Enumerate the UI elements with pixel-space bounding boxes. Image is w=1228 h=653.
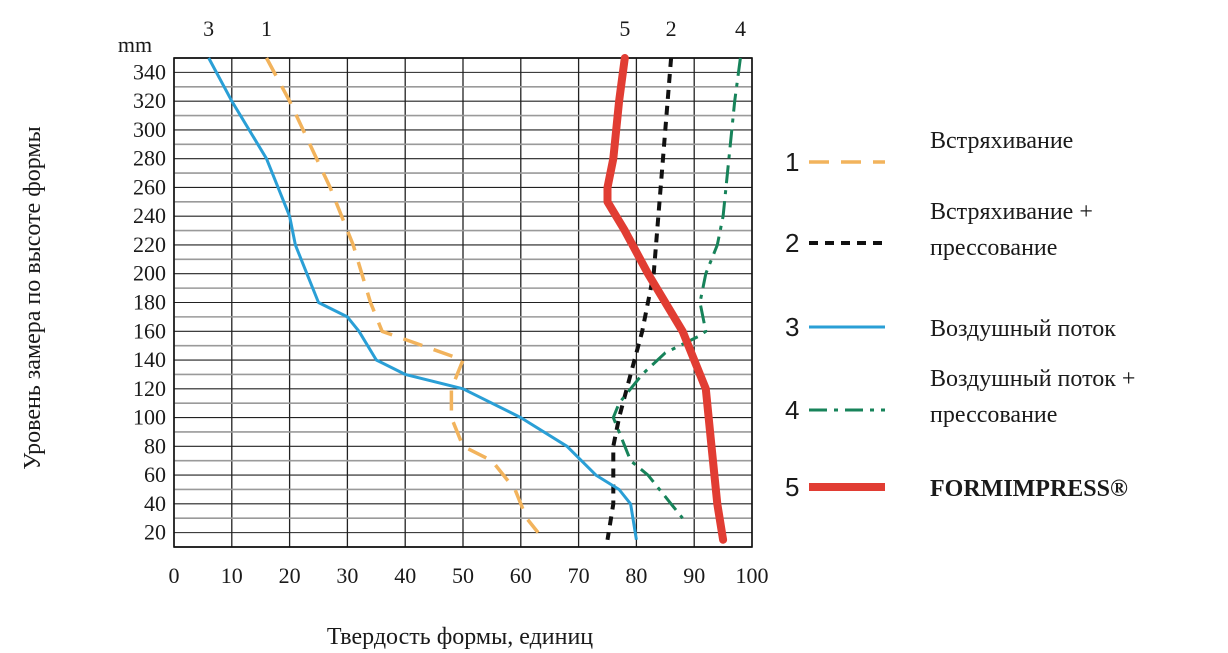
y-tick-label: 180 <box>133 290 166 315</box>
plot-frame <box>173 57 753 548</box>
x-tick-label: 30 <box>336 563 358 588</box>
x-tick-label: 90 <box>683 563 705 588</box>
series-top-label-3: 3 <box>203 16 214 41</box>
y-tick-label: 220 <box>133 232 166 257</box>
x-tick-label: 70 <box>568 563 590 588</box>
series-top-label-4: 4 <box>735 16 746 41</box>
x-tick-label: 50 <box>452 563 474 588</box>
y-tick-label: 320 <box>133 88 166 113</box>
grid <box>173 57 753 548</box>
legend: 1 Встряхивание 2 Встряхивание + прессование 3… <box>785 128 1135 502</box>
series-line-3 <box>207 57 638 541</box>
legend-label-5: FORMIMPRESS® <box>930 476 1128 502</box>
series-line-2 <box>605 57 674 541</box>
legend-number-3: 3 <box>785 312 799 342</box>
y-tick-label: 160 <box>133 318 166 343</box>
x-tick-label: 10 <box>221 563 243 588</box>
series-line-1 <box>264 57 540 534</box>
y-tick-label: 80 <box>144 433 166 458</box>
legend-number-2: 2 <box>785 228 799 258</box>
series-line-5 <box>603 54 728 544</box>
legend-label-3: Воздушный поток <box>930 316 1116 342</box>
legend-number-1: 1 <box>785 147 799 177</box>
x-tick-label: 100 <box>736 563 769 588</box>
y-axis-title: Уровень замера по высоте формы <box>20 126 46 469</box>
y-tick-label: 340 <box>133 59 166 84</box>
legend-label-2: Встряхивание + прессование <box>930 199 1093 261</box>
series-top-label-1: 1 <box>261 16 272 41</box>
y-tick-label: 20 <box>144 520 166 545</box>
series-line-4 <box>611 57 742 520</box>
tick-labels: 0 10 20 30 40 50 60 70 80 90 100 20 40 60 80 100 120 140 1… <box>133 59 769 588</box>
x-tick-label: 0 <box>169 563 180 588</box>
series-top-label-5: 5 <box>619 16 630 41</box>
x-tick-label: 60 <box>510 563 532 588</box>
y-tick-label: 200 <box>133 261 166 286</box>
y-tick-label: 280 <box>133 146 166 171</box>
y-unit-label: mm <box>118 32 152 57</box>
x-tick-label: 40 <box>394 563 416 588</box>
legend-number-5: 5 <box>785 472 799 502</box>
y-tick-label: 40 <box>144 491 166 516</box>
y-tick-label: 260 <box>133 174 166 199</box>
series-top-label-2: 2 <box>666 16 677 41</box>
legend-number-4: 4 <box>785 395 799 425</box>
x-tick-label: 20 <box>279 563 301 588</box>
series-layer: 1 2 3 4 5 <box>203 16 746 544</box>
y-tick-label: 60 <box>144 462 166 487</box>
x-axis-title: Твердость формы, единиц <box>327 624 593 650</box>
y-tick-label: 120 <box>133 376 166 401</box>
legend-label-4: Воздушный поток + прессование <box>930 366 1135 428</box>
x-tick-label: 80 <box>625 563 647 588</box>
y-tick-label: 140 <box>133 347 166 372</box>
y-tick-label: 300 <box>133 117 166 142</box>
legend-label-1: Встряхивание <box>930 128 1073 154</box>
y-tick-label: 240 <box>133 203 166 228</box>
y-tick-label: 100 <box>133 405 166 430</box>
